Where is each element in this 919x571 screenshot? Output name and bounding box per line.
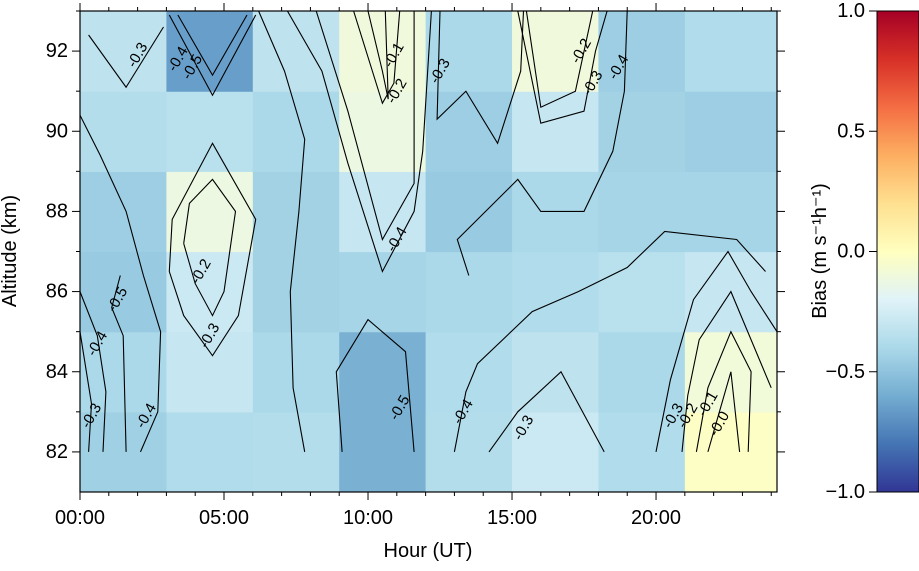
heatmap-cell: [166, 171, 254, 253]
colorbar: [876, 10, 919, 493]
heatmap-cell: [80, 171, 168, 253]
x-tick-label: 20:00: [631, 507, 681, 529]
heatmap-cell: [598, 91, 686, 172]
heatmap-cell: [598, 11, 686, 92]
heatmap-cell: [339, 411, 427, 492]
colorbar-axis: 1.0 0.5 0.0 −0.5 −1.0: [826, 0, 877, 503]
contour-line: [183, 178, 237, 317]
heatmap-cell: [684, 171, 777, 253]
heatmap-cell: [598, 171, 686, 253]
y-tick-label: 92: [46, 40, 68, 62]
colorbar-title: Bias (m s⁻¹h⁻¹): [809, 183, 831, 319]
contour-line: [80, 114, 162, 453]
heatmap-cells: [80, 11, 777, 492]
contour-line: [488, 370, 605, 453]
heatmap-cell: [512, 91, 600, 172]
contour-line: [456, 11, 628, 276]
heatmap-cell: [339, 251, 427, 333]
heatmap-cell: [684, 11, 777, 92]
heatmap-cell: [684, 411, 777, 492]
contour-lines: [80, 11, 777, 453]
colorbar-tick-label: 0.0: [837, 241, 865, 263]
heatmap-cell: [425, 91, 513, 172]
contour-line: [286, 11, 432, 273]
heatmap-cell: [425, 251, 513, 333]
y-axis-title: Altitude (km): [0, 195, 21, 307]
heatmap-cell: [166, 251, 254, 333]
x-axis: 00:00 05:00 10:00 15:00 20:00: [55, 3, 772, 529]
x-tick-label: 00:00: [55, 507, 105, 529]
colorbar-tick-label: −1.0: [826, 481, 865, 503]
contour-line: [525, 11, 594, 109]
contour-line: [88, 26, 164, 89]
heatmap-cell: [512, 251, 600, 333]
heatmap-cell: [80, 251, 168, 333]
heatmap-cell: [598, 411, 686, 492]
heatmap-cell: [252, 331, 340, 413]
y-tick-label: 86: [46, 281, 68, 303]
contour-line: [315, 11, 415, 241]
colorbar-tick-label: −0.5: [826, 361, 865, 383]
heatmap-cell: [684, 91, 777, 172]
contour-line: [655, 250, 777, 453]
contour-line: [80, 291, 107, 452]
heatmap-cell: [80, 11, 168, 92]
heatmap-cell: [252, 251, 340, 333]
colorbar-tick-label: 0.5: [837, 120, 865, 142]
heatmap-cell: [252, 91, 340, 172]
heatmap-cell: [339, 331, 427, 413]
contour-line: [367, 11, 389, 100]
contour-line: [168, 142, 257, 357]
heatmap-cell: [166, 91, 254, 172]
y-tick-label: 82: [46, 441, 68, 463]
contour-line: [707, 371, 741, 453]
heatmap-cell: [80, 91, 168, 172]
heatmap-cell: [512, 411, 600, 492]
heatmap-cell: [598, 331, 686, 413]
contour-line: [436, 11, 525, 145]
x-tick-label: 15:00: [487, 507, 537, 529]
contour-line: [681, 290, 772, 452]
y-tick-label: 88: [46, 200, 68, 222]
heatmap-cell: [425, 171, 513, 253]
heatmap-cell: [166, 331, 254, 413]
contour-line: [335, 318, 415, 452]
heatmap-cell: [252, 411, 340, 492]
contour-line: [453, 230, 766, 453]
contour-line: [80, 331, 93, 452]
y-axis: 82 84 86 88 90 92: [46, 10, 785, 463]
contour-line: [111, 275, 127, 452]
heatmap-cell: [252, 11, 340, 92]
heatmap-cell: [166, 11, 254, 92]
contour-line: [517, 11, 608, 124]
y-tick-label: 84: [46, 361, 68, 383]
heatmap-cell: [512, 331, 600, 413]
x-tick-label: 10:00: [343, 507, 393, 529]
heatmap-cell: [166, 411, 254, 492]
x-tick-label: 05:00: [199, 507, 249, 529]
contour-line: [177, 14, 248, 77]
heatmap-cell: [598, 251, 686, 333]
contour-line: [168, 14, 257, 97]
heatmap-cell: [425, 411, 513, 492]
contour-line: [258, 11, 306, 452]
x-axis-title: Hour (UT): [384, 540, 473, 562]
heatmap-cell: [339, 11, 427, 92]
heatmap-cell: [425, 331, 513, 413]
contour-line: [695, 330, 752, 452]
colorbar-tick-label: 1.0: [837, 0, 865, 22]
y-tick-label: 90: [46, 120, 68, 142]
